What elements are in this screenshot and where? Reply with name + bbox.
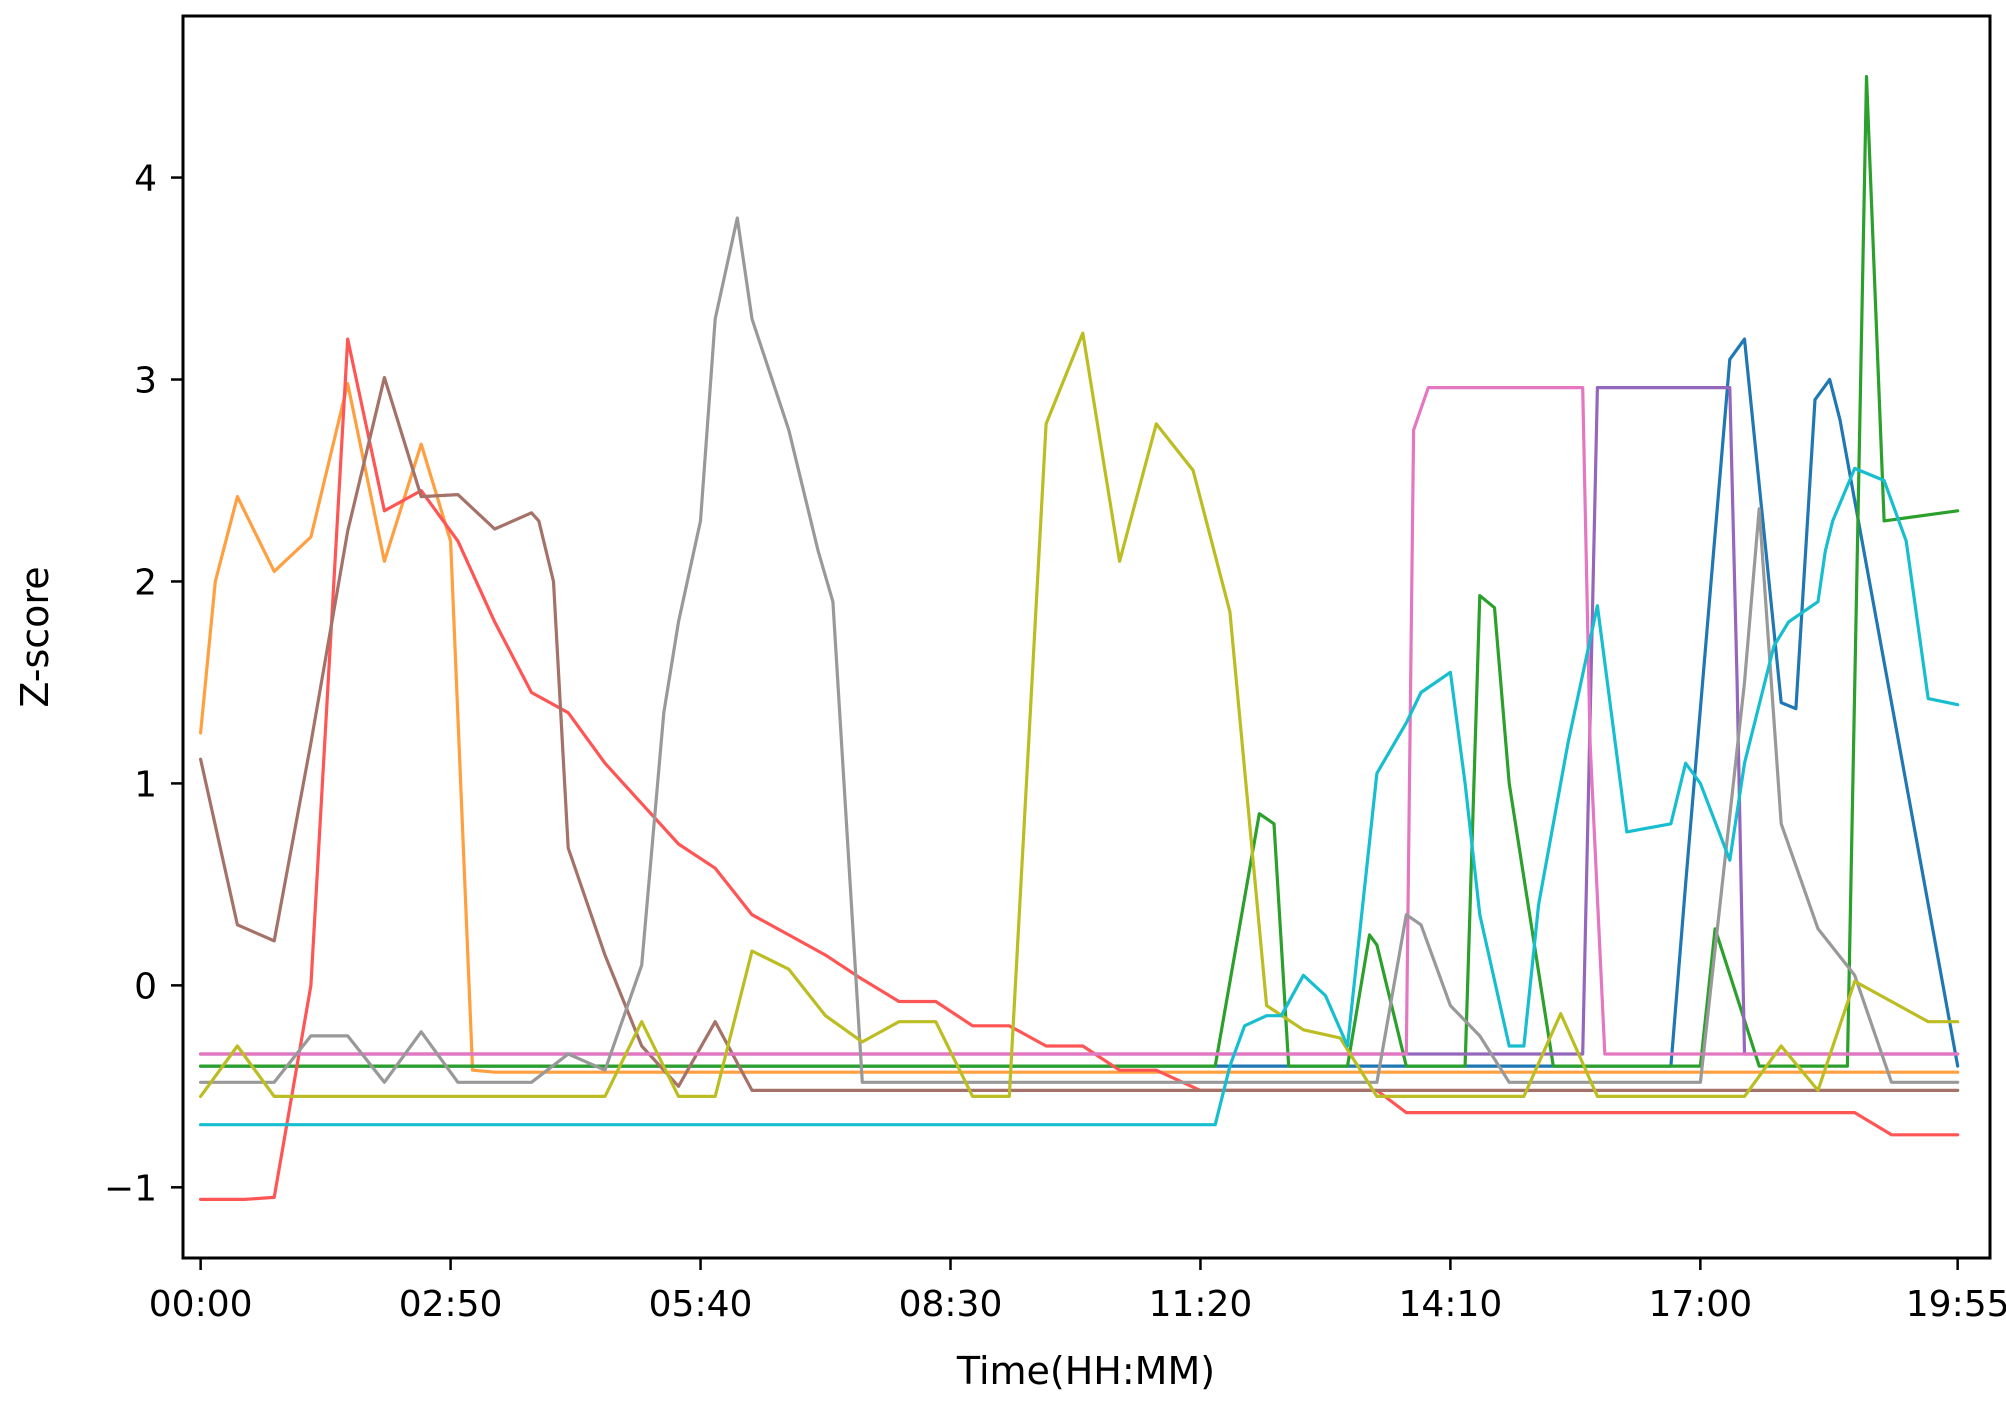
x-tick-label-3: 05:40: [649, 1284, 753, 1325]
y-tick-label-5: 3: [134, 361, 157, 402]
x-tick-label-2: 02:50: [399, 1284, 503, 1325]
series-line-3: [199, 74, 1960, 1068]
plot-frame: [181, 14, 1992, 1260]
x-tick-label-4: 08:30: [899, 1284, 1003, 1325]
series-line-1: [199, 337, 1960, 1068]
x-axis-label: Time(HH:MM): [956, 1349, 1215, 1393]
x-tick-label-1: 00:00: [149, 1284, 253, 1325]
series-line-8: [199, 216, 1960, 1084]
x-axis-ticks: 00:00 02:50 05:40 08:30 11:20 14:10 17:00 19:55: [149, 1258, 2006, 1325]
y-tick-label-6: 4: [134, 159, 157, 200]
y-axis-ticks: −1 0 1 2 3 4: [104, 159, 183, 1209]
y-tick-label-2: 0: [134, 966, 157, 1007]
series-line-6: [199, 375, 1960, 1093]
x-tick-label-8: 19:55: [1906, 1284, 2006, 1325]
x-tick-label-6: 14:10: [1399, 1284, 1503, 1325]
y-axis-label: Z-score: [13, 566, 57, 707]
series-line-10: [199, 466, 1960, 1127]
y-tick-label-4: 2: [134, 562, 157, 603]
y-tick-label-3: 1: [134, 764, 157, 805]
x-tick-label-7: 17:00: [1648, 1284, 1752, 1325]
series-line-2: [199, 382, 1960, 1074]
series-line-9: [199, 331, 1960, 1099]
series-layer: [199, 74, 1960, 1202]
series-line-7: [199, 386, 1960, 1056]
x-tick-label-5: 11:20: [1149, 1284, 1253, 1325]
y-tick-label-1: −1: [104, 1168, 157, 1209]
